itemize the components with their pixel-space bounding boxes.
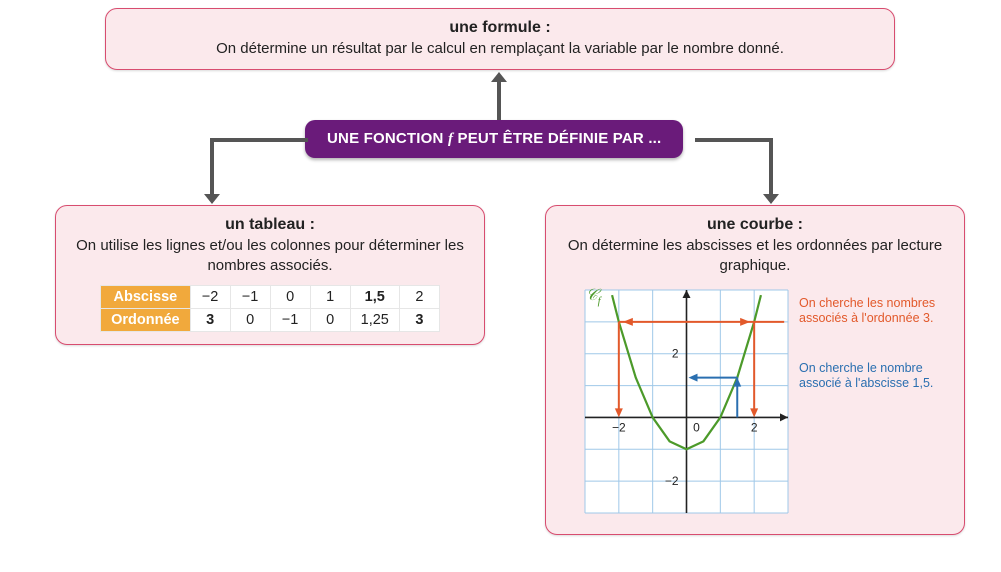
svg-text:2: 2 xyxy=(672,346,679,360)
box-table-title: un tableau : xyxy=(74,216,466,234)
row-header-ordonnee: Ordonnée xyxy=(101,308,190,331)
arrow-up xyxy=(491,72,507,82)
annotation-blue: On cherche le nombre associé à l'absciss… xyxy=(799,361,964,391)
curve-label: 𝒞f xyxy=(586,287,601,307)
box-curve: une courbe : On détermine les abscisses … xyxy=(545,205,965,535)
box-curve-body: On détermine les abscisses et les ordonn… xyxy=(564,236,946,277)
ord-2: −1 xyxy=(270,308,310,331)
hub-text-after: PEUT ÊTRE DÉFINIE PAR ... xyxy=(453,130,661,147)
box-table: un tableau : On utilise les lignes et/ou… xyxy=(55,205,485,345)
ord-0: 3 xyxy=(190,308,230,331)
absc-1: −1 xyxy=(230,285,270,308)
connector-left-v xyxy=(210,138,214,196)
absc-4: 1,5 xyxy=(350,285,399,308)
connector-up xyxy=(497,80,501,120)
box-formula-body: On détermine un résultat par le calcul e… xyxy=(124,39,876,59)
hub-pill: UNE FONCTION f PEUT ÊTRE DÉFINIE PAR ... xyxy=(305,120,683,158)
box-formula-title: une formule : xyxy=(124,19,876,37)
table-row-ordonnee: Ordonnée 3 0 −1 0 1,25 3 xyxy=(101,308,440,331)
row-header-abscisse: Abscisse xyxy=(101,285,190,308)
box-table-body: On utilise les lignes et/ou les colonnes… xyxy=(74,236,466,277)
svg-text:−2: −2 xyxy=(612,420,626,434)
absc-3: 1 xyxy=(310,285,350,308)
curve-chart: −2 2 −2 2 0 xyxy=(579,284,794,519)
connector-left-h xyxy=(210,138,308,142)
ord-1: 0 xyxy=(230,308,270,331)
arrow-left-down xyxy=(204,194,220,204)
absc-2: 0 xyxy=(270,285,310,308)
svg-text:2: 2 xyxy=(751,420,758,434)
arrow-right-down xyxy=(763,194,779,204)
box-formula: une formule : On détermine un résultat p… xyxy=(105,8,895,70)
ord-5: 3 xyxy=(399,308,439,331)
svg-text:−2: −2 xyxy=(665,474,679,488)
data-table: Abscisse −2 −1 0 1 1,5 2 Ordonnée 3 0 −1… xyxy=(100,285,440,332)
annotation-orange: On cherche les nombres associés à l'ordo… xyxy=(799,296,964,326)
ord-4: 1,25 xyxy=(350,308,399,331)
ord-3: 0 xyxy=(310,308,350,331)
hub-text-before: UNE FONCTION xyxy=(327,130,448,147)
svg-text:0: 0 xyxy=(693,420,700,434)
box-curve-title: une courbe : xyxy=(564,216,946,234)
connector-right-v xyxy=(769,138,773,196)
connector-right-h xyxy=(695,138,773,142)
absc-0: −2 xyxy=(190,285,230,308)
absc-5: 2 xyxy=(399,285,439,308)
table-row-abscisse: Abscisse −2 −1 0 1 1,5 2 xyxy=(101,285,440,308)
